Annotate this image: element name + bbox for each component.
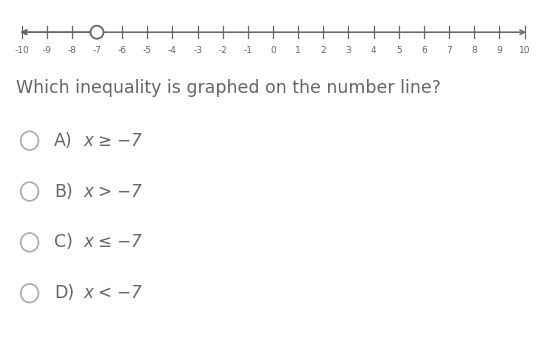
Text: 1: 1 xyxy=(295,46,301,56)
Text: C): C) xyxy=(54,233,73,252)
Text: 9: 9 xyxy=(497,46,502,56)
Text: 8: 8 xyxy=(471,46,477,56)
Text: 5: 5 xyxy=(396,46,402,56)
Text: B): B) xyxy=(54,182,73,201)
Text: -5: -5 xyxy=(143,46,152,56)
Text: 0: 0 xyxy=(270,46,276,56)
Text: -4: -4 xyxy=(168,46,177,56)
Text: -1: -1 xyxy=(243,46,252,56)
Text: -6: -6 xyxy=(118,46,126,56)
Ellipse shape xyxy=(90,26,103,39)
Text: -3: -3 xyxy=(193,46,202,56)
Text: A): A) xyxy=(54,132,73,150)
Text: x ≥ −7: x ≥ −7 xyxy=(83,132,142,150)
Text: 4: 4 xyxy=(371,46,377,56)
Text: 10: 10 xyxy=(519,46,530,56)
Text: Which inequality is graphed on the number line?: Which inequality is graphed on the numbe… xyxy=(16,79,441,97)
Text: x ≤ −7: x ≤ −7 xyxy=(83,233,142,252)
Ellipse shape xyxy=(20,182,39,201)
Text: 7: 7 xyxy=(446,46,452,56)
Text: -8: -8 xyxy=(67,46,76,56)
Ellipse shape xyxy=(20,233,39,252)
Text: -2: -2 xyxy=(218,46,227,56)
Ellipse shape xyxy=(20,284,39,302)
Text: -10: -10 xyxy=(14,46,29,56)
Text: 2: 2 xyxy=(321,46,326,56)
Text: x < −7: x < −7 xyxy=(83,284,142,302)
Text: -7: -7 xyxy=(93,46,102,56)
Text: 3: 3 xyxy=(345,46,351,56)
Text: D): D) xyxy=(54,284,74,302)
Text: 6: 6 xyxy=(421,46,427,56)
Text: x > −7: x > −7 xyxy=(83,182,142,201)
Text: -9: -9 xyxy=(42,46,51,56)
Ellipse shape xyxy=(20,132,39,150)
